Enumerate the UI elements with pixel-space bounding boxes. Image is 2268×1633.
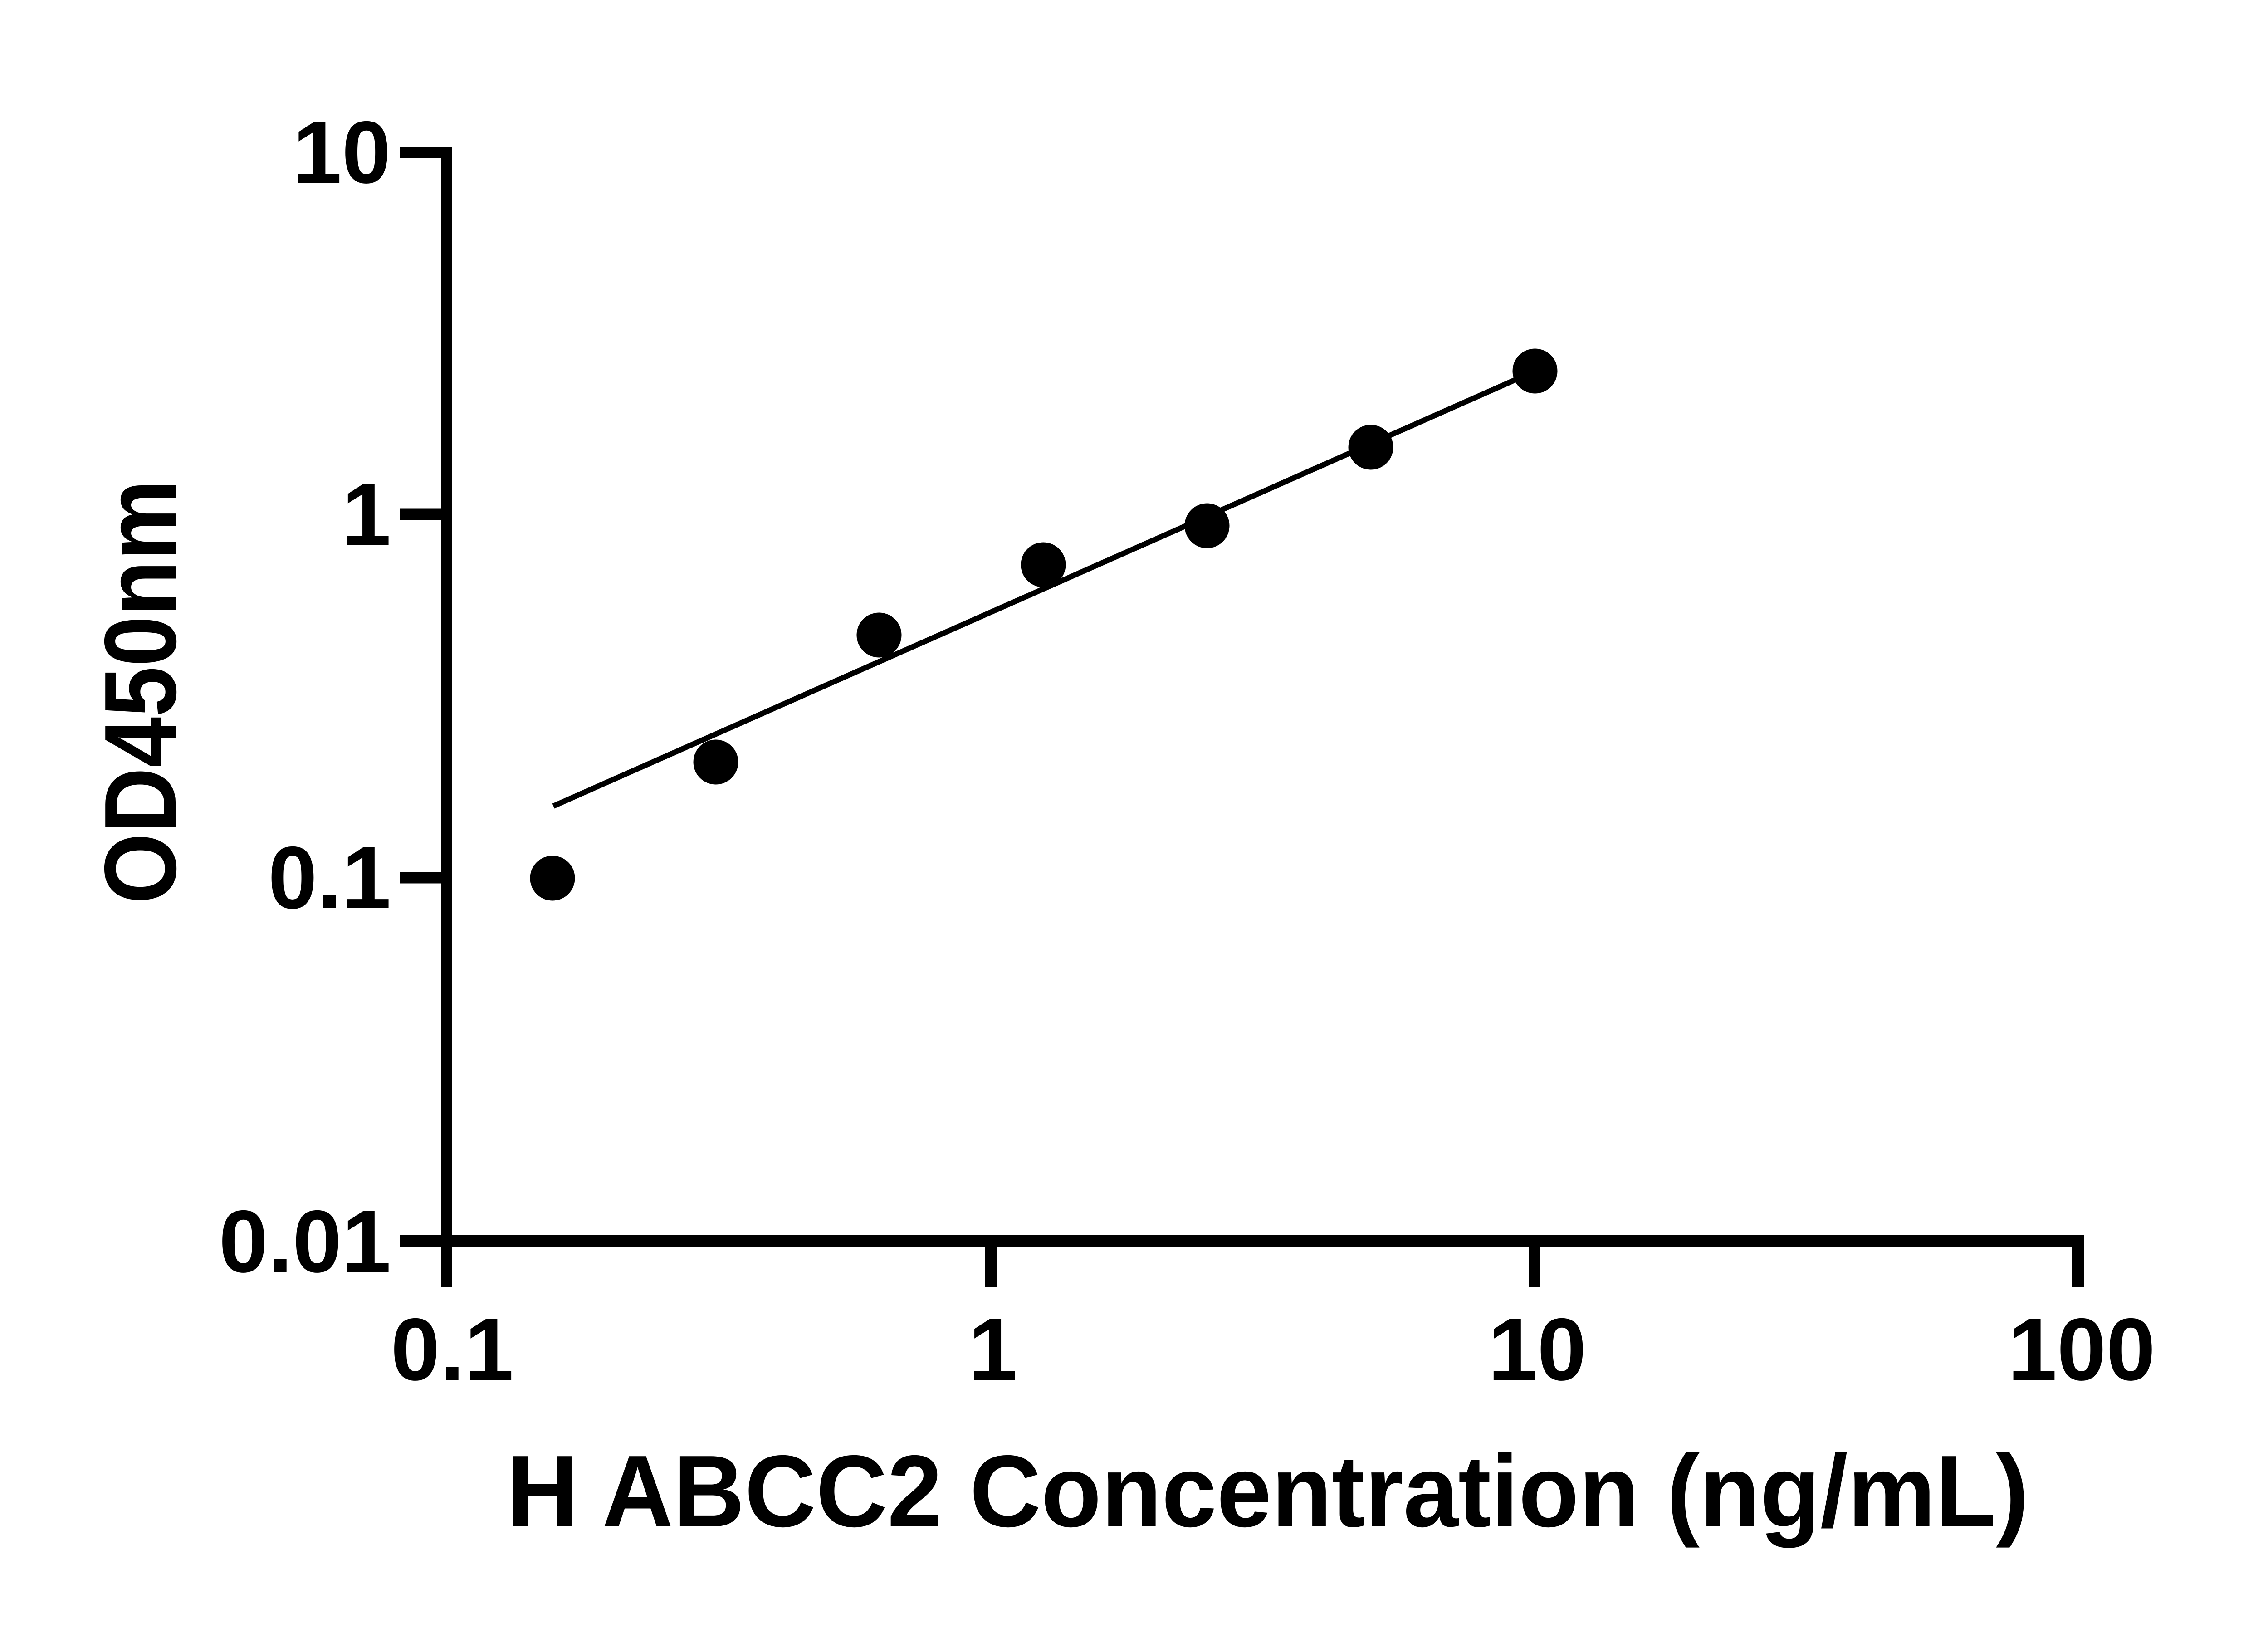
- svg-text:100: 100: [2008, 1300, 2155, 1399]
- svg-text:0.1: 0.1: [268, 828, 391, 927]
- svg-text:10: 10: [293, 103, 391, 202]
- svg-text:10: 10: [1488, 1300, 1587, 1399]
- svg-text:OD450nm: OD450nm: [83, 480, 197, 904]
- svg-text:H ABCC2 Concentration (ng/mL): H ABCC2 Concentration (ng/mL): [507, 1434, 2028, 1548]
- svg-text:1: 1: [968, 1300, 1017, 1399]
- svg-text:0.01: 0.01: [219, 1192, 391, 1291]
- svg-text:0.1: 0.1: [391, 1300, 513, 1399]
- svg-text:1: 1: [342, 465, 391, 564]
